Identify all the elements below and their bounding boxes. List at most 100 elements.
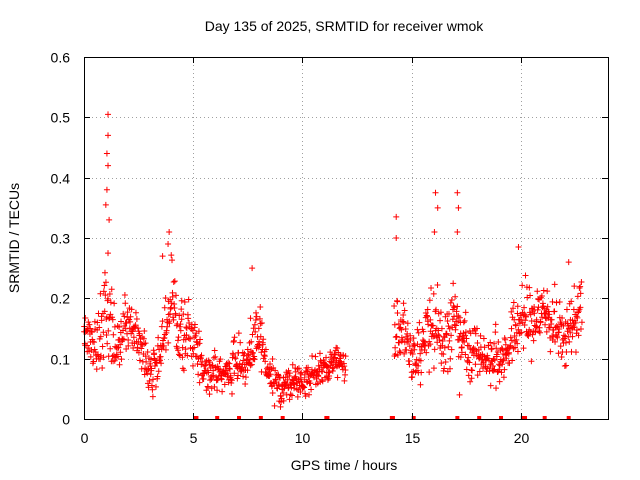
srmtid-point xyxy=(575,309,582,316)
srmtid-point xyxy=(195,328,202,335)
srmtid-point xyxy=(142,340,149,347)
srmtid-point xyxy=(189,327,196,334)
srmtid-point xyxy=(272,367,279,374)
srmtid-point xyxy=(127,318,134,325)
srmtid-point xyxy=(167,310,174,317)
srmtid-point xyxy=(511,333,518,340)
zero-marker xyxy=(477,416,482,420)
srmtid-point xyxy=(301,384,308,391)
srmtid-point xyxy=(499,361,506,368)
srmtid-point xyxy=(261,353,268,360)
srmtid-point xyxy=(491,357,498,364)
srmtid-point xyxy=(542,321,549,328)
srmtid-point xyxy=(171,278,178,285)
srmtid-point xyxy=(484,352,491,359)
srmtid-point xyxy=(253,309,260,316)
srmtid-point xyxy=(491,340,498,347)
axes: 0 5 10 15 20 0 0.1 0.2 0.3 0.4 0.5 0.6 xyxy=(51,50,609,446)
srmtid-point xyxy=(197,336,204,343)
srmtid-point xyxy=(182,336,189,343)
srmtid-point xyxy=(448,296,455,303)
srmtid-point xyxy=(251,321,258,328)
srmtid-point xyxy=(576,285,583,292)
srmtid-point xyxy=(465,372,472,379)
zero-marker xyxy=(237,416,242,420)
srmtid-point xyxy=(159,318,166,325)
srmtid-point xyxy=(158,360,165,367)
srmtid-point xyxy=(191,321,198,328)
srmtid-point xyxy=(255,325,262,332)
srmtid-point xyxy=(167,305,174,312)
y-tick-label: 0.4 xyxy=(51,171,71,187)
chart-title: Day 135 of 2025, SRMTID for receiver wmo… xyxy=(205,18,485,34)
srmtid-point xyxy=(548,321,555,328)
srmtid-point xyxy=(433,306,440,313)
srmtid-point xyxy=(121,292,128,299)
srmtid-point xyxy=(101,282,108,289)
srmtid-point xyxy=(319,378,326,385)
srmtid-point xyxy=(563,348,570,355)
srmtid-point xyxy=(149,386,156,393)
srmtid-point xyxy=(182,346,189,353)
srmtid-point xyxy=(253,313,260,320)
srmtid-point xyxy=(252,328,259,335)
srmtid-point xyxy=(107,345,114,352)
srmtid-point xyxy=(101,269,108,276)
srmtid-point xyxy=(498,345,505,352)
srmtid-point xyxy=(537,319,544,326)
srmtid-point xyxy=(461,317,468,324)
srmtid-point xyxy=(499,346,506,353)
y-tick-label: 0.6 xyxy=(51,50,71,66)
srmtid-point xyxy=(259,341,266,348)
srmtid-point xyxy=(400,319,407,326)
srmtid-point xyxy=(430,322,437,329)
srmtid-point xyxy=(392,344,399,351)
srmtid-point xyxy=(117,341,124,348)
srmtid-point xyxy=(528,317,535,324)
srmtid-point xyxy=(192,332,199,339)
srmtid-point xyxy=(206,391,213,398)
srmtid-point xyxy=(218,376,225,383)
srmtid-point xyxy=(289,361,296,368)
srmtid-point xyxy=(246,356,253,363)
srmtid-point xyxy=(490,356,497,362)
srmtid-point xyxy=(334,374,341,381)
srmtid-point xyxy=(136,357,143,364)
srmtid-point xyxy=(86,321,93,328)
srmtid-point xyxy=(400,311,407,318)
srmtid-point xyxy=(461,338,468,345)
srmtid-point xyxy=(231,334,238,341)
srmtid-point xyxy=(473,325,480,332)
srmtid-point xyxy=(286,372,293,379)
srmtid-point xyxy=(116,361,123,368)
srmtid-point xyxy=(490,362,497,369)
srmtid-point xyxy=(396,348,403,355)
srmtid-point xyxy=(435,327,442,334)
srmtid-point xyxy=(456,333,463,340)
srmtid-point xyxy=(441,344,448,351)
srmtid-point xyxy=(551,308,558,315)
srmtid-point xyxy=(510,305,517,312)
srmtid-point xyxy=(530,337,537,344)
srmtid-point xyxy=(154,373,161,380)
srmtid-point xyxy=(450,280,457,287)
srmtid-point xyxy=(519,282,526,289)
srmtid-point xyxy=(219,388,226,395)
srmtid-point xyxy=(148,365,155,372)
srmtid-point xyxy=(502,341,509,348)
srmtid-point xyxy=(569,333,576,340)
srmtid-point xyxy=(152,383,159,390)
srmtid-point xyxy=(280,389,287,396)
srmtid-point xyxy=(258,319,265,326)
srmtid-point xyxy=(205,383,212,390)
zero-marker xyxy=(455,416,460,420)
srmtid-point xyxy=(557,343,564,350)
srmtid-point xyxy=(132,322,139,329)
srmtid-point xyxy=(87,325,94,332)
srmtid-point xyxy=(251,353,258,360)
srmtid-point xyxy=(570,306,577,313)
srmtid-point xyxy=(463,366,470,373)
srmtid-point xyxy=(514,310,521,317)
srmtid-point xyxy=(556,299,563,306)
srmtid-point xyxy=(134,344,141,351)
